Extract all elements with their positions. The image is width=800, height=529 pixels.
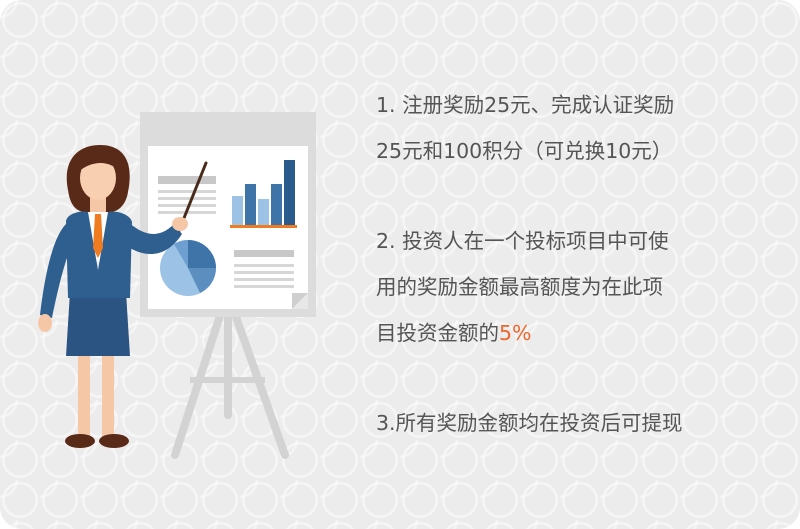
reward-rules-text: 1. 注册奖励25元、完成认证奖励 25元和100积分（可兑换10元） 2. 投… bbox=[376, 82, 786, 446]
rule-2-line-2: 用的奖励金额最高额度为在此项 bbox=[376, 275, 663, 299]
reward-percentage-highlight: 5% bbox=[499, 321, 532, 345]
pie-chart-icon bbox=[160, 240, 294, 296]
easel-stand bbox=[171, 296, 289, 459]
rule-1-line-1: 1. 注册奖励25元、完成认证奖励 bbox=[376, 93, 675, 117]
rule-2-line-3-text: 目投资金额的 bbox=[376, 321, 499, 345]
rule-3-line-1: 3.所有奖励金额均在投资后可提现 bbox=[376, 411, 683, 435]
bar-chart-icon bbox=[230, 160, 297, 228]
rule-2-line-3: 目投资金额的5% bbox=[376, 310, 786, 356]
presenter-woman bbox=[38, 145, 188, 448]
rule-1-line-2: 25元和100积分（可兑换10元） bbox=[376, 139, 673, 163]
presenter-woman-illustration bbox=[38, 112, 316, 459]
presentation-board-icon bbox=[140, 112, 316, 317]
rule-2-line-1: 2. 投资人在一个投标项目中可使 bbox=[376, 229, 669, 253]
